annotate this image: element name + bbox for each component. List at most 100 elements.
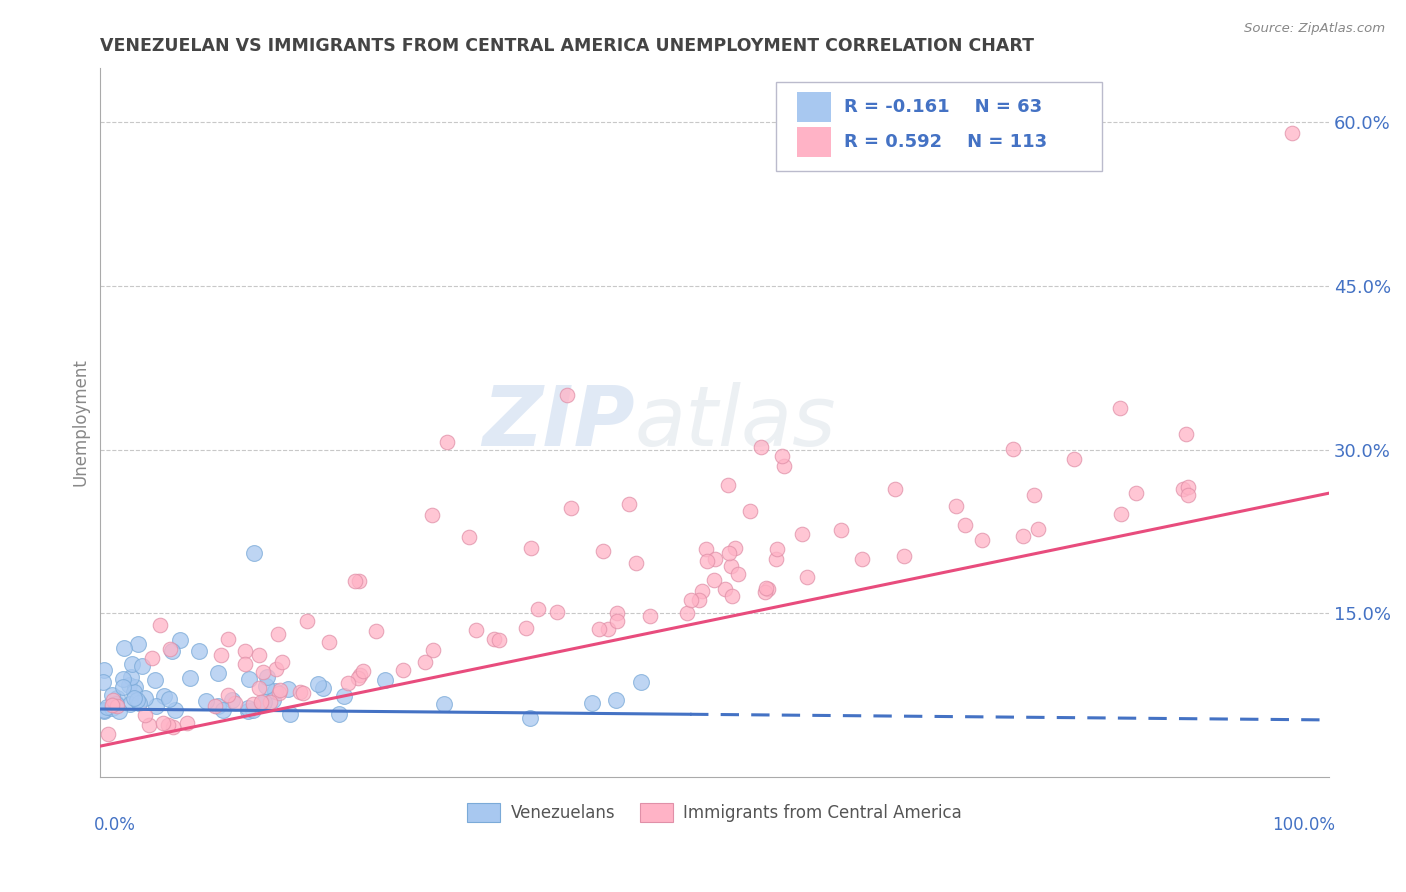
Y-axis label: Unemployment: Unemployment <box>72 359 89 486</box>
Point <box>420 508 443 522</box>
Point <box>754 585 776 599</box>
Point <box>254 679 277 693</box>
Point <box>152 716 174 731</box>
Point <box>121 657 143 672</box>
Point <box>560 501 582 516</box>
Point <box>328 706 350 721</box>
Text: ZIP: ZIP <box>482 382 636 463</box>
Point <box>349 668 371 682</box>
Point <box>96 700 118 714</box>
Point <box>343 574 366 588</box>
Point <box>159 642 181 657</box>
Point <box>157 718 180 732</box>
Point <box>288 684 311 698</box>
Point <box>391 664 413 678</box>
Point <box>104 697 127 711</box>
Point <box>212 703 235 717</box>
Point <box>145 699 167 714</box>
Point <box>93 663 115 677</box>
Point <box>207 666 229 681</box>
Point <box>112 672 135 686</box>
Point <box>307 677 329 691</box>
Point <box>515 621 537 635</box>
Point <box>458 530 481 544</box>
Point <box>105 698 128 712</box>
Point <box>124 680 146 694</box>
Point <box>238 672 260 686</box>
Point <box>830 523 852 537</box>
Point <box>97 727 120 741</box>
Point <box>1109 507 1132 521</box>
Point <box>605 693 627 707</box>
Point <box>143 673 166 687</box>
Point <box>519 710 541 724</box>
Point <box>717 546 740 560</box>
Point <box>422 643 444 657</box>
Point <box>134 708 156 723</box>
Text: Source: ZipAtlas.com: Source: ZipAtlas.com <box>1244 22 1385 36</box>
Point <box>157 692 180 706</box>
Point <box>253 695 276 709</box>
Point <box>1177 480 1199 494</box>
Point <box>292 686 315 700</box>
Point <box>1125 485 1147 500</box>
Legend: Venezuelans, Immigrants from Central America: Venezuelans, Immigrants from Central Ame… <box>461 796 969 829</box>
Point <box>555 388 578 402</box>
Point <box>596 622 619 636</box>
Point <box>233 657 256 671</box>
Point <box>101 698 124 713</box>
Point <box>195 694 218 708</box>
Point <box>295 614 318 628</box>
Point <box>179 671 201 685</box>
Point <box>690 584 713 599</box>
Point <box>1024 488 1046 502</box>
Point <box>101 693 124 707</box>
Point <box>1012 529 1035 543</box>
Point <box>127 637 149 651</box>
Point <box>318 635 340 649</box>
Point <box>488 632 510 647</box>
Point <box>162 720 184 734</box>
Point <box>624 556 647 570</box>
Point <box>187 644 209 658</box>
Point <box>264 662 287 676</box>
Point <box>111 680 134 694</box>
Point <box>125 693 148 707</box>
Point <box>1028 522 1050 536</box>
Point <box>105 699 128 714</box>
Point <box>713 582 735 597</box>
Point <box>749 441 772 455</box>
Point <box>1173 483 1195 497</box>
Point <box>217 632 239 646</box>
Point <box>884 483 907 497</box>
Point <box>118 697 141 711</box>
Point <box>120 670 142 684</box>
Point <box>176 716 198 731</box>
Point <box>617 497 640 511</box>
Point <box>520 541 543 555</box>
Point <box>526 602 548 616</box>
Point <box>162 644 184 658</box>
Point <box>93 704 115 718</box>
Text: 100.0%: 100.0% <box>1272 815 1336 834</box>
Point <box>773 458 796 473</box>
Point <box>755 582 778 596</box>
Point <box>436 435 458 450</box>
Point <box>101 701 124 715</box>
Point <box>1174 427 1197 442</box>
Point <box>638 609 661 624</box>
Point <box>945 499 967 513</box>
Point <box>770 450 793 464</box>
Point <box>252 665 274 679</box>
Point <box>630 675 652 690</box>
Point <box>352 664 374 678</box>
Point <box>271 655 294 669</box>
Point <box>413 655 436 669</box>
Point <box>484 632 506 646</box>
Point <box>217 688 239 702</box>
Point <box>592 544 614 558</box>
Point <box>100 688 122 702</box>
Point <box>679 593 702 607</box>
Point <box>138 717 160 731</box>
Point <box>105 690 128 705</box>
